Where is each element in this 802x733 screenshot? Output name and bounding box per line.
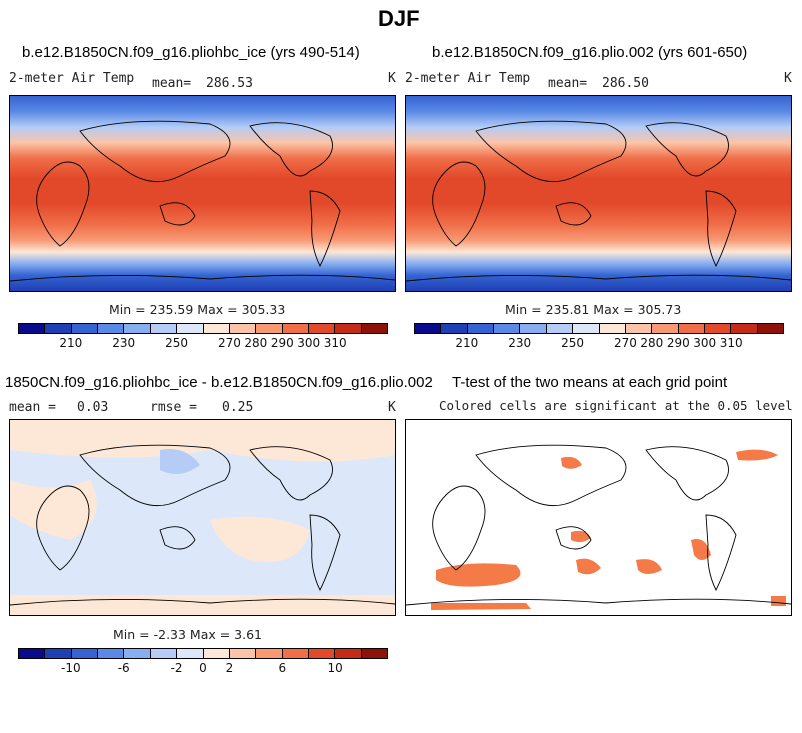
panel1-title: b.e12.B1850CN.f09_g16.pliohbc_ice (yrs 4… — [22, 44, 360, 61]
panel2-colorbar-swatch — [467, 324, 495, 333]
panel2-mean-value: 286.50 — [602, 76, 649, 91]
panel2-colorbar-swatch — [494, 324, 521, 333]
panel1-colorbar-swatch — [282, 324, 309, 333]
panel1-colorbar-swatch — [308, 324, 336, 333]
panel3-colorbar-swatch — [335, 649, 362, 658]
panel1-colorbar-tick-label: 300 — [297, 336, 321, 350]
panel3-colorbar-swatch — [256, 649, 283, 658]
panel3-colorbar-swatch — [150, 649, 178, 658]
panel1-colorbar-tick-label: 270 — [217, 336, 241, 350]
panel3-mean-label: mean = — [9, 400, 56, 415]
panel3-colorbar-swatch — [45, 649, 72, 658]
panel1-colorbar-swatch — [19, 324, 46, 333]
panel3-rmse-value: 0.25 — [222, 400, 254, 415]
panel3-colorbar-tick-label: -10 — [61, 661, 81, 675]
panel3-colorbar-tick-label: -6 — [117, 661, 130, 675]
panel3-colorbar-swatch — [98, 649, 125, 658]
panel3-colorbar-swatch — [282, 649, 309, 658]
panel2-variable: 2-meter Air Temp — [405, 71, 531, 86]
panel1-colorbar-swatch — [203, 324, 230, 333]
panel3-colorbar-swatch — [19, 649, 46, 658]
panel2-colorbar-swatch — [546, 324, 574, 333]
panel2-minmax: Min = 235.81 Max = 305.73 — [505, 302, 682, 317]
panel1-mean-value: 286.53 — [206, 76, 253, 91]
panel1-colorbar-tick-label: 210 — [59, 336, 83, 350]
panel2-units: K — [784, 71, 792, 86]
panel2-colorbar-swatch — [757, 324, 784, 333]
panel2-colorbar-swatch — [625, 324, 653, 333]
panel3-colorbar-swatch — [361, 649, 388, 658]
panel3-colorbar-tick-label: 0 — [199, 661, 207, 675]
panel3-colorbar-tick-label: 10 — [327, 661, 343, 675]
panel1-colorbar-swatch — [150, 324, 178, 333]
panel1-colorbar-tick-label: 310 — [323, 336, 347, 350]
panel3-minmax: Min = -2.33 Max = 3.61 — [113, 627, 263, 642]
panel2-colorbar-swatch — [704, 324, 732, 333]
panel1-colorbar-swatch — [71, 324, 99, 333]
panel2-map — [405, 95, 792, 292]
panel4-map — [405, 419, 792, 616]
panel2-colorbar-tick-label: 230 — [508, 336, 532, 350]
panel1-colorbar-swatch — [335, 324, 362, 333]
panel2-colorbar-swatch — [441, 324, 468, 333]
panel4-title: T-test of the two means at each grid poi… — [452, 374, 728, 391]
panel1-colorbar-swatch — [177, 324, 204, 333]
panel2-colorbar-ticks: 210 230 250 270 280 290 300 310 — [414, 336, 784, 352]
panel3-title: 1850CN.f09_g16.pliohbc_ice - b.e12.B1850… — [5, 374, 433, 391]
panel1-colorbar-tick-label: 250 — [165, 336, 189, 350]
panel1-colorbar-swatch — [229, 324, 257, 333]
panel1-colorbar-swatch — [361, 324, 388, 333]
panel3-mean-value: 0.03 — [77, 400, 109, 415]
panel3-units: K — [388, 400, 396, 415]
panel2-colorbar-swatch — [415, 324, 442, 333]
panel3-colorbar-ticks: -10 -6 -2 0 2 6 10 — [18, 661, 388, 677]
panel3-colorbar-swatch — [203, 649, 230, 658]
panel1-units: K — [388, 71, 396, 86]
figure-title: DJF — [378, 6, 420, 31]
panel1-colorbar-tick-label: 230 — [112, 336, 136, 350]
panel1-colorbar-ticks: 210 230 250 270 280 290 300 310 — [18, 336, 388, 352]
panel1-map — [9, 95, 396, 292]
panel1-colorbar-swatch — [256, 324, 283, 333]
panel3-colorbar — [18, 648, 388, 659]
panel3-colorbar-tick-label: 6 — [278, 661, 287, 675]
panel3-colorbar-tick-label: -2 — [170, 661, 183, 675]
panel2-title: b.e12.B1850CN.f09_g16.plio.002 (yrs 601-… — [432, 44, 748, 61]
panel1-colorbar-tick-label: 280 — [244, 336, 268, 350]
panel1-minmax: Min = 235.59 Max = 305.33 — [109, 302, 286, 317]
panel2-colorbar-swatch — [599, 324, 626, 333]
panel2-colorbar-tick-label: 310 — [719, 336, 743, 350]
panel2-colorbar-tick-label: 250 — [561, 336, 585, 350]
panel2-colorbar-tick-label: 270 — [613, 336, 637, 350]
panel2-colorbar — [414, 323, 784, 334]
panel3-colorbar-swatch — [124, 649, 151, 658]
panel2-colorbar-swatch — [731, 324, 758, 333]
panel3-colorbar-swatch — [308, 649, 336, 658]
panel4-subtitle: Colored cells are significant at the 0.0… — [439, 398, 793, 413]
panel2-colorbar-swatch — [573, 324, 600, 333]
panel2-colorbar-swatch — [520, 324, 547, 333]
panel1-colorbar-tick-label: 290 — [270, 336, 294, 350]
panel2-colorbar-swatch — [678, 324, 705, 333]
panel1-colorbar — [18, 323, 388, 334]
panel2-mean-label: mean= — [548, 76, 588, 91]
panel3-colorbar-swatch — [177, 649, 204, 658]
panel2-colorbar-swatch — [652, 324, 679, 333]
panel1-variable: 2-meter Air Temp — [9, 71, 135, 86]
panel3-colorbar-swatch — [71, 649, 99, 658]
panel2-colorbar-tick-label: 280 — [640, 336, 664, 350]
panel3-map — [9, 419, 396, 616]
panel1-colorbar-swatch — [45, 324, 72, 333]
panel1-colorbar-swatch — [124, 324, 151, 333]
panel3-colorbar-tick-label: 2 — [225, 661, 234, 675]
panel2-colorbar-tick-label: 290 — [666, 336, 690, 350]
panel2-colorbar-tick-label: 300 — [693, 336, 717, 350]
panel1-colorbar-swatch — [98, 324, 125, 333]
panel1-mean-label: mean= — [152, 76, 192, 91]
panel3-colorbar-swatch — [229, 649, 257, 658]
panel2-colorbar-tick-label: 210 — [455, 336, 479, 350]
panel3-rmse-label: rmse = — [150, 400, 197, 415]
